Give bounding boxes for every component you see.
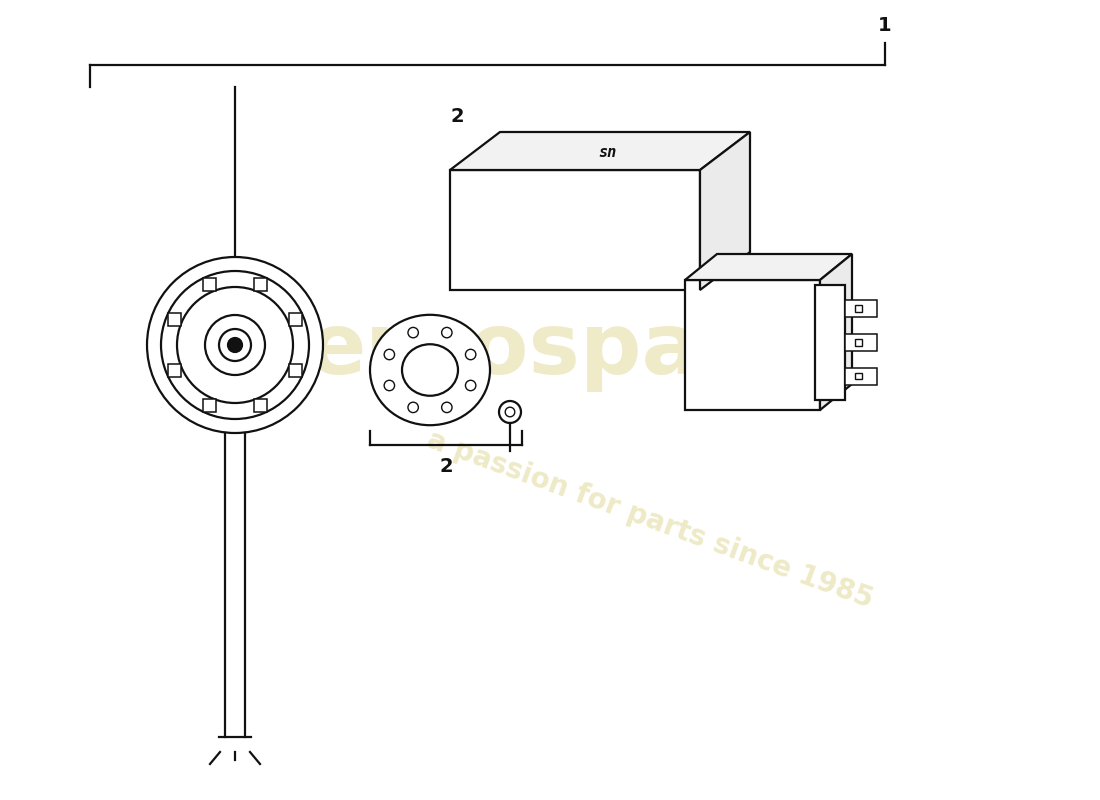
Text: eurospares: eurospares xyxy=(308,309,852,391)
Polygon shape xyxy=(450,170,700,290)
FancyBboxPatch shape xyxy=(204,278,217,290)
FancyBboxPatch shape xyxy=(204,399,217,413)
Circle shape xyxy=(441,327,452,338)
Ellipse shape xyxy=(402,344,458,396)
Polygon shape xyxy=(845,300,877,317)
Polygon shape xyxy=(820,254,852,410)
Polygon shape xyxy=(450,132,750,170)
FancyBboxPatch shape xyxy=(254,278,267,290)
Polygon shape xyxy=(685,280,820,410)
Ellipse shape xyxy=(370,314,490,426)
Text: a passion for parts since 1985: a passion for parts since 1985 xyxy=(424,426,877,614)
Circle shape xyxy=(408,327,418,338)
FancyBboxPatch shape xyxy=(167,364,180,377)
Circle shape xyxy=(384,350,395,360)
Circle shape xyxy=(384,380,395,390)
Circle shape xyxy=(441,402,452,413)
Polygon shape xyxy=(700,132,750,290)
Circle shape xyxy=(408,402,418,413)
Polygon shape xyxy=(845,334,877,351)
Text: 1: 1 xyxy=(878,16,892,35)
Circle shape xyxy=(147,257,323,433)
Polygon shape xyxy=(845,368,877,385)
Text: 2: 2 xyxy=(451,107,464,126)
Polygon shape xyxy=(685,254,852,280)
Circle shape xyxy=(465,350,476,360)
Circle shape xyxy=(465,380,476,390)
Circle shape xyxy=(228,338,242,352)
FancyBboxPatch shape xyxy=(289,364,302,377)
Text: sn: sn xyxy=(598,146,617,160)
Polygon shape xyxy=(815,285,845,400)
FancyBboxPatch shape xyxy=(289,314,302,326)
Text: 2: 2 xyxy=(439,457,453,476)
FancyBboxPatch shape xyxy=(254,399,267,413)
Circle shape xyxy=(499,401,521,423)
FancyBboxPatch shape xyxy=(167,314,180,326)
